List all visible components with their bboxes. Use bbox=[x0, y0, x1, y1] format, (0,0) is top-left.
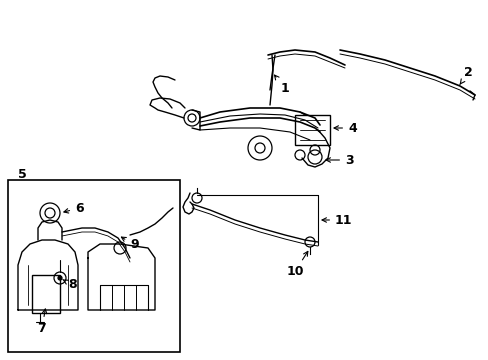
Text: 5: 5 bbox=[18, 168, 27, 181]
Bar bbox=[294, 115, 329, 145]
Text: 3: 3 bbox=[325, 153, 353, 166]
Circle shape bbox=[254, 143, 264, 153]
Text: 9: 9 bbox=[121, 237, 138, 252]
Text: 2: 2 bbox=[459, 67, 472, 85]
Text: 1: 1 bbox=[274, 75, 289, 94]
Bar bbox=[32, 275, 60, 313]
Text: 11: 11 bbox=[322, 213, 352, 226]
Circle shape bbox=[187, 114, 196, 122]
Text: 4: 4 bbox=[333, 122, 356, 135]
Bar bbox=[8, 180, 180, 352]
Text: 10: 10 bbox=[285, 251, 307, 278]
Text: 6: 6 bbox=[64, 202, 83, 215]
Circle shape bbox=[58, 276, 62, 280]
Text: 8: 8 bbox=[62, 279, 77, 292]
Text: 7: 7 bbox=[38, 309, 47, 335]
